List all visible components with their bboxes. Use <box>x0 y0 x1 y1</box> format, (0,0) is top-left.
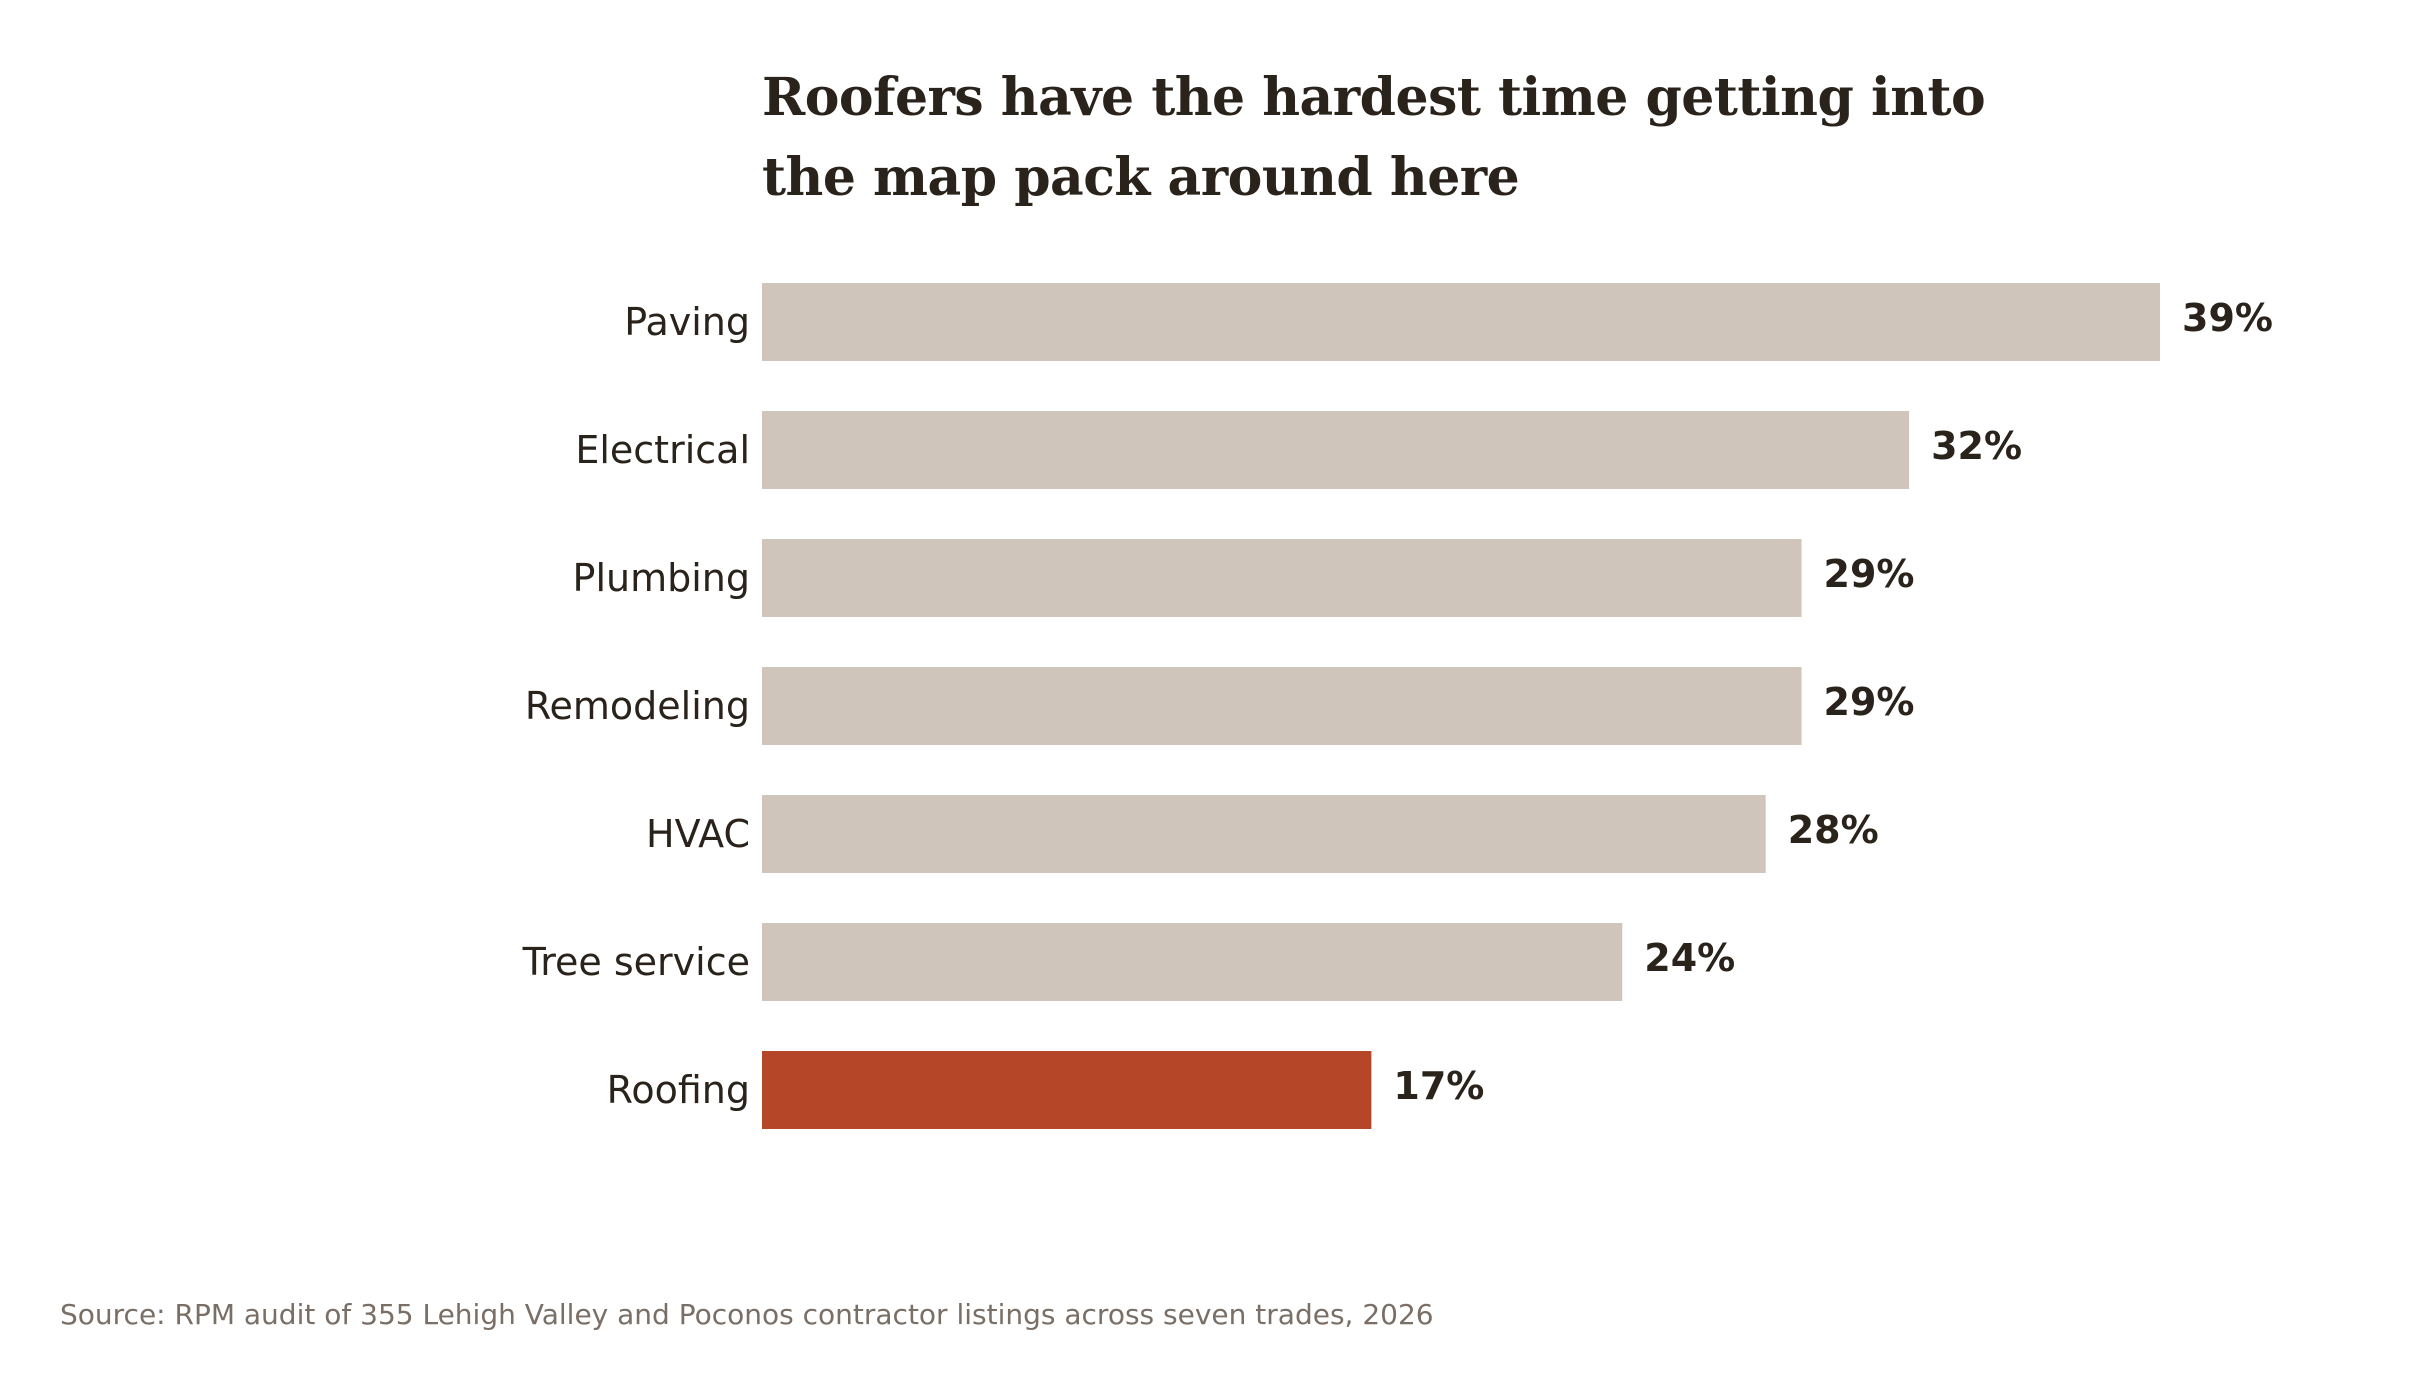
bar-paving <box>762 283 2160 361</box>
bar-remodeling <box>762 667 1802 745</box>
category-label-electrical: Electrical <box>575 428 750 472</box>
category-label-remodeling: Remodeling <box>525 684 750 728</box>
value-label-hvac: 28% <box>1788 808 1879 852</box>
category-label-hvac: HVAC <box>646 812 750 856</box>
value-label-remodeling: 29% <box>1824 680 1915 724</box>
chart-title: Roofers have the hardest time getting in… <box>762 67 1986 208</box>
value-label-tree-service: 24% <box>1644 936 1735 980</box>
bar-hvac <box>762 795 1766 873</box>
value-label-roofing: 17% <box>1393 1064 1484 1108</box>
category-label-roofing: Roofing <box>607 1068 750 1112</box>
bar-tree-service <box>762 923 1623 1001</box>
bar-plumbing <box>762 539 1802 617</box>
bar-roofing <box>762 1051 1372 1129</box>
value-label-paving: 39% <box>2182 296 2273 340</box>
value-label-plumbing: 29% <box>1824 552 1915 596</box>
value-label-electrical: 32% <box>1931 424 2022 468</box>
category-label-plumbing: Plumbing <box>573 556 750 600</box>
source-note: Source: RPM audit of 355 Lehigh Valley a… <box>60 1298 1434 1331</box>
bar-electrical <box>762 411 1910 489</box>
category-label-paving: Paving <box>624 300 750 344</box>
category-label-tree-service: Tree service <box>522 940 750 984</box>
